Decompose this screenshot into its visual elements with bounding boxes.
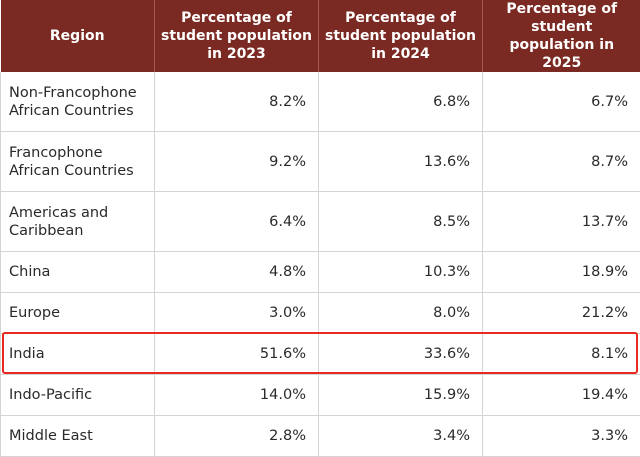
- value-2025-cell: 8.7%: [483, 132, 640, 192]
- value-2024-cell: 3.4%: [319, 416, 483, 457]
- value-2023-cell: 8.2%: [155, 72, 319, 132]
- value-2025-cell: 8.1%: [483, 334, 640, 375]
- region-cell: Middle East: [1, 416, 155, 457]
- value-2025-cell: 19.4%: [483, 375, 640, 416]
- value-2024-cell: 8.5%: [319, 192, 483, 252]
- value-2025-cell: 21.2%: [483, 293, 640, 334]
- value-2025-cell: 13.7%: [483, 192, 640, 252]
- value-2023-cell: 6.4%: [155, 192, 319, 252]
- value-2024-cell: 13.6%: [319, 132, 483, 192]
- table-row: Americas and Caribbean 6.4% 8.5% 13.7%: [1, 192, 640, 252]
- table-row: Francophone African Countries 9.2% 13.6%…: [1, 132, 640, 192]
- value-2025-cell: 3.3%: [483, 416, 640, 457]
- value-2024-cell: 33.6%: [319, 334, 483, 375]
- table-row: Non-Francophone African Countries 8.2% 6…: [1, 72, 640, 132]
- region-cell: Europe: [1, 293, 155, 334]
- header-2023: Percentage of student population in 2023: [155, 0, 319, 72]
- region-cell: China: [1, 252, 155, 293]
- value-2024-cell: 15.9%: [319, 375, 483, 416]
- value-2025-cell: 18.9%: [483, 252, 640, 293]
- value-2023-cell: 51.6%: [155, 334, 319, 375]
- header-region: Region: [1, 0, 155, 72]
- value-2024-cell: 10.3%: [319, 252, 483, 293]
- table-row-highlighted: India 51.6% 33.6% 8.1%: [1, 334, 640, 375]
- header-2024: Percentage of student population in 2024: [319, 0, 483, 72]
- region-cell: India: [1, 334, 155, 375]
- table-row: Indo-Pacific 14.0% 15.9% 19.4%: [1, 375, 640, 416]
- region-cell: Americas and Caribbean: [1, 192, 155, 252]
- region-cell: Francophone African Countries: [1, 132, 155, 192]
- region-cell: Non-Francophone African Countries: [1, 72, 155, 132]
- table-row: Middle East 2.8% 3.4% 3.3%: [1, 416, 640, 457]
- table-row: China 4.8% 10.3% 18.9%: [1, 252, 640, 293]
- value-2023-cell: 4.8%: [155, 252, 319, 293]
- header-row: Region Percentage of student population …: [1, 0, 640, 72]
- value-2023-cell: 3.0%: [155, 293, 319, 334]
- value-2024-cell: 8.0%: [319, 293, 483, 334]
- value-2023-cell: 9.2%: [155, 132, 319, 192]
- value-2023-cell: 14.0%: [155, 375, 319, 416]
- region-cell: Indo-Pacific: [1, 375, 155, 416]
- header-2025: Percentage of student population in 2025: [483, 0, 640, 72]
- table-row: Europe 3.0% 8.0% 21.2%: [1, 293, 640, 334]
- value-2024-cell: 6.8%: [319, 72, 483, 132]
- value-2023-cell: 2.8%: [155, 416, 319, 457]
- value-2025-cell: 6.7%: [483, 72, 640, 132]
